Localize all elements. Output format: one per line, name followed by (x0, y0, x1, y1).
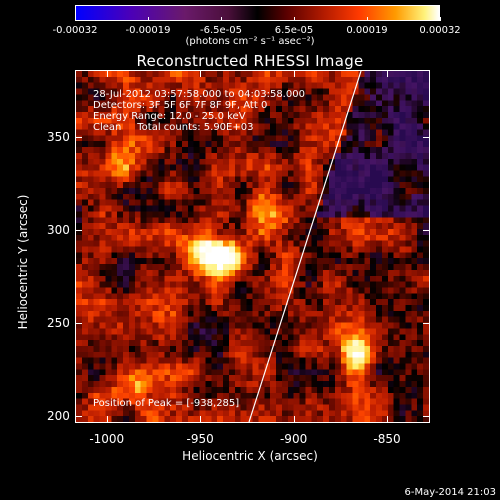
y-tick-label: 200 (47, 408, 70, 423)
y-tick-mark (423, 136, 430, 138)
x-tick-mark (387, 70, 389, 77)
colorbar-tick-label: -0.00019 (125, 25, 171, 36)
peak-position: Position of Peak = [-938,285] (93, 398, 240, 409)
y-tick-label: 350 (47, 129, 70, 144)
x-tick-mark (293, 70, 295, 77)
x-tick-mark (106, 416, 108, 423)
y-tick-mark (75, 415, 82, 417)
x-tick-mark (293, 416, 295, 423)
x-tick-label: -1000 (89, 432, 125, 446)
info-detectors: Detectors: 3F 5F 6F 7F 8F 9F, Att 0 (93, 100, 268, 111)
colorbar-tick-label: -6.5e-05 (200, 25, 242, 36)
colorbar-tick-label: -0.00032 (52, 25, 98, 36)
y-tick-mark (423, 415, 430, 417)
info-time: 28-Jul-2012 03:57:58.000 to 04:03:58.000 (93, 89, 305, 100)
colorbar-units: (photons cm⁻² s⁻¹ asec⁻²) (185, 36, 315, 47)
x-tick-mark (200, 70, 202, 77)
y-tick-mark (423, 322, 430, 324)
y-tick-mark (423, 229, 430, 231)
limb-curve (248, 71, 362, 422)
chart-title: Reconstructed RHESSI Image (136, 52, 364, 70)
x-tick-mark (106, 70, 108, 77)
colorbar-tick-label: 0.00019 (346, 25, 388, 36)
info-energy: Energy Range: 12.0 - 25.0 keV (93, 111, 246, 122)
x-tick-label: -900 (279, 432, 308, 446)
rhessi-image-map (75, 70, 430, 423)
info-clean: Clean Total counts: 5.90E+03 (93, 122, 254, 133)
date-stamp: 6-May-2014 21:03 (404, 487, 496, 498)
x-tick-label: -950 (186, 432, 214, 446)
y-tick-mark (75, 136, 82, 138)
y-tick-label: 300 (47, 222, 70, 237)
heatmap-canvas (76, 71, 429, 422)
y-axis-label: Heliocentric Y (arcsec) (16, 194, 30, 330)
colorbar-tick-label: 0.00032 (419, 25, 461, 36)
colorbar-tick-mark (440, 17, 441, 21)
y-tick-mark (75, 229, 82, 231)
x-tick-mark (387, 416, 389, 423)
x-tick-mark (200, 416, 202, 423)
colorbar-tick-label: 6.5e-05 (274, 25, 314, 36)
y-tick-mark (75, 322, 82, 324)
solar-limb (248, 71, 362, 422)
colorbar (75, 5, 440, 21)
x-tick-label: -850 (373, 432, 401, 446)
y-tick-label: 250 (47, 315, 70, 330)
x-axis-label: Heliocentric X (arcsec) (182, 449, 318, 463)
